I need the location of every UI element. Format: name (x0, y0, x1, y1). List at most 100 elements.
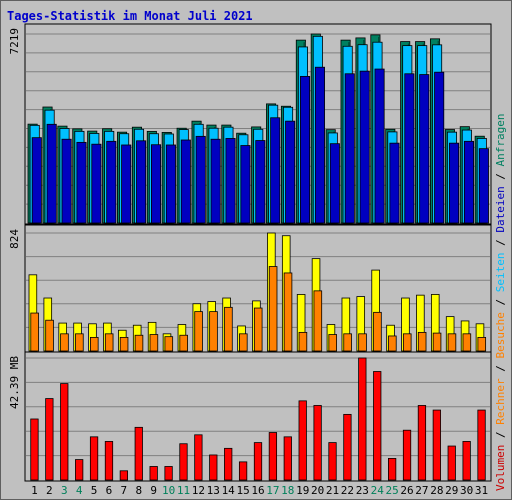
bar-rechner-day-25 (388, 335, 397, 352)
x-tick-label-21: 21 (326, 484, 339, 497)
legend-text: Volumen / Rechner / Besuche / Seiten / D… (494, 113, 507, 491)
bar-volumen-day-6 (104, 441, 114, 481)
bar-rechner-day-13 (209, 311, 218, 352)
bar-volumen-day-23 (358, 357, 367, 481)
bar-volumen-day-24 (373, 371, 382, 481)
bar-volumen-day-17 (268, 432, 278, 481)
bar-volumen-day-15 (238, 461, 248, 481)
bar-volumen-day-29 (447, 445, 456, 481)
bar-dateien-day-9 (150, 144, 162, 224)
x-tick-label-31: 31 (475, 484, 488, 497)
x-tick-label-9: 9 (150, 484, 157, 497)
bar-dateien-day-2 (46, 123, 57, 224)
bar-rechner-day-7 (119, 336, 129, 352)
bar-dateien-day-1 (31, 137, 42, 224)
x-tick-label-5: 5 (91, 484, 98, 497)
x-tick-label-6: 6 (106, 484, 113, 497)
bar-rechner-day-3 (60, 333, 69, 352)
bar-rechner-day-16 (253, 307, 263, 352)
panel-visits-max-label: 824 (8, 229, 21, 249)
bar-rechner-day-4 (75, 333, 84, 352)
bar-dateien-day-24 (374, 68, 385, 224)
bar-volumen-day-1 (30, 418, 39, 481)
bar-volumen-day-26 (402, 429, 412, 481)
bar-rechner-day-26 (402, 333, 412, 352)
bar-rechner-day-6 (104, 333, 114, 352)
x-tick-label-29: 29 (445, 484, 458, 497)
panel-volume-max-label: 42.39 MB (8, 356, 21, 409)
bar-rechner-day-11 (179, 334, 188, 352)
bar-dateien-day-22 (344, 73, 355, 224)
bar-dateien-day-15 (240, 145, 251, 224)
bar-rechner-day-29 (447, 333, 457, 352)
bar-dateien-day-18 (285, 120, 296, 224)
bar-dateien-day-23 (359, 70, 370, 224)
x-tick-label-1: 1 (31, 484, 38, 497)
bar-dateien-day-5 (91, 143, 102, 224)
legend-entry: / (494, 166, 507, 187)
bar-dateien-day-14 (225, 138, 236, 224)
series-legend: Volumen / Rechner / Besuche / Seiten / D… (494, 113, 509, 491)
bar-dateien-day-28 (434, 71, 445, 224)
x-tick-label-27: 27 (415, 484, 428, 497)
bar-volumen-day-8 (134, 426, 143, 481)
legend-entry: / (494, 232, 507, 253)
bar-volumen-day-30 (462, 441, 471, 481)
x-tick-label-25: 25 (386, 484, 399, 497)
x-tick-label-22: 22 (341, 484, 354, 497)
bar-volumen-day-22 (343, 413, 352, 481)
x-tick-label-15: 15 (236, 484, 249, 497)
x-tick-label-20: 20 (311, 484, 324, 497)
legend-entry: Rechner (494, 378, 507, 425)
bar-volumen-day-25 (388, 458, 397, 481)
legend-entry: Seiten (494, 252, 507, 293)
bar-rechner-day-22 (343, 333, 352, 352)
bar-volumen-day-10 (164, 466, 173, 481)
bar-rechner-day-31 (477, 336, 487, 352)
bar-dateien-day-30 (463, 140, 475, 224)
bar-rechner-day-12 (194, 311, 203, 352)
bar-volumen-day-21 (328, 442, 337, 481)
bar-dateien-day-13 (210, 138, 221, 224)
legend-entry: / (494, 358, 507, 379)
x-tick-label-28: 28 (430, 484, 443, 497)
bar-volumen-day-31 (477, 409, 486, 481)
x-tick-label-8: 8 (135, 484, 142, 497)
bar-rechner-day-9 (149, 334, 159, 352)
x-tick-label-14: 14 (222, 484, 236, 497)
bar-rechner-day-30 (462, 333, 472, 352)
bar-volumen-day-13 (209, 454, 218, 481)
bar-dateien-day-25 (389, 142, 400, 224)
x-tick-label-3: 3 (61, 484, 68, 497)
bar-dateien-day-3 (61, 138, 72, 224)
bar-rechner-day-15 (239, 333, 248, 352)
legend-entry: / (494, 292, 507, 313)
legend-entry: / (494, 424, 507, 445)
bar-dateien-day-8 (136, 140, 147, 224)
bar-rechner-day-17 (268, 266, 278, 352)
bar-volumen-day-20 (313, 405, 322, 481)
x-tick-label-2: 2 (46, 484, 53, 497)
bar-volumen-day-12 (194, 434, 203, 481)
bar-dateien-day-21 (329, 143, 340, 224)
bar-dateien-day-7 (121, 144, 132, 224)
bar-rechner-day-8 (134, 334, 144, 352)
panel-requests-max-label: 7219 (8, 28, 21, 55)
bar-dateien-day-11 (180, 139, 191, 224)
x-tick-label-4: 4 (76, 484, 83, 497)
bar-dateien-day-10 (165, 144, 176, 224)
bar-dateien-day-19 (300, 75, 311, 224)
bar-rechner-day-23 (358, 333, 367, 352)
bar-dateien-day-12 (195, 135, 206, 224)
x-tick-label-17: 17 (266, 484, 279, 497)
bar-rechner-day-10 (164, 336, 174, 352)
bar-rechner-day-1 (30, 312, 39, 352)
bar-dateien-day-4 (76, 141, 87, 224)
bar-volumen-day-28 (432, 409, 441, 481)
bar-volumen-day-5 (89, 436, 99, 481)
x-tick-label-10: 10 (162, 484, 175, 497)
bar-rechner-day-28 (432, 332, 442, 352)
bar-rechner-day-21 (328, 334, 338, 352)
bar-volumen-day-16 (253, 442, 263, 481)
